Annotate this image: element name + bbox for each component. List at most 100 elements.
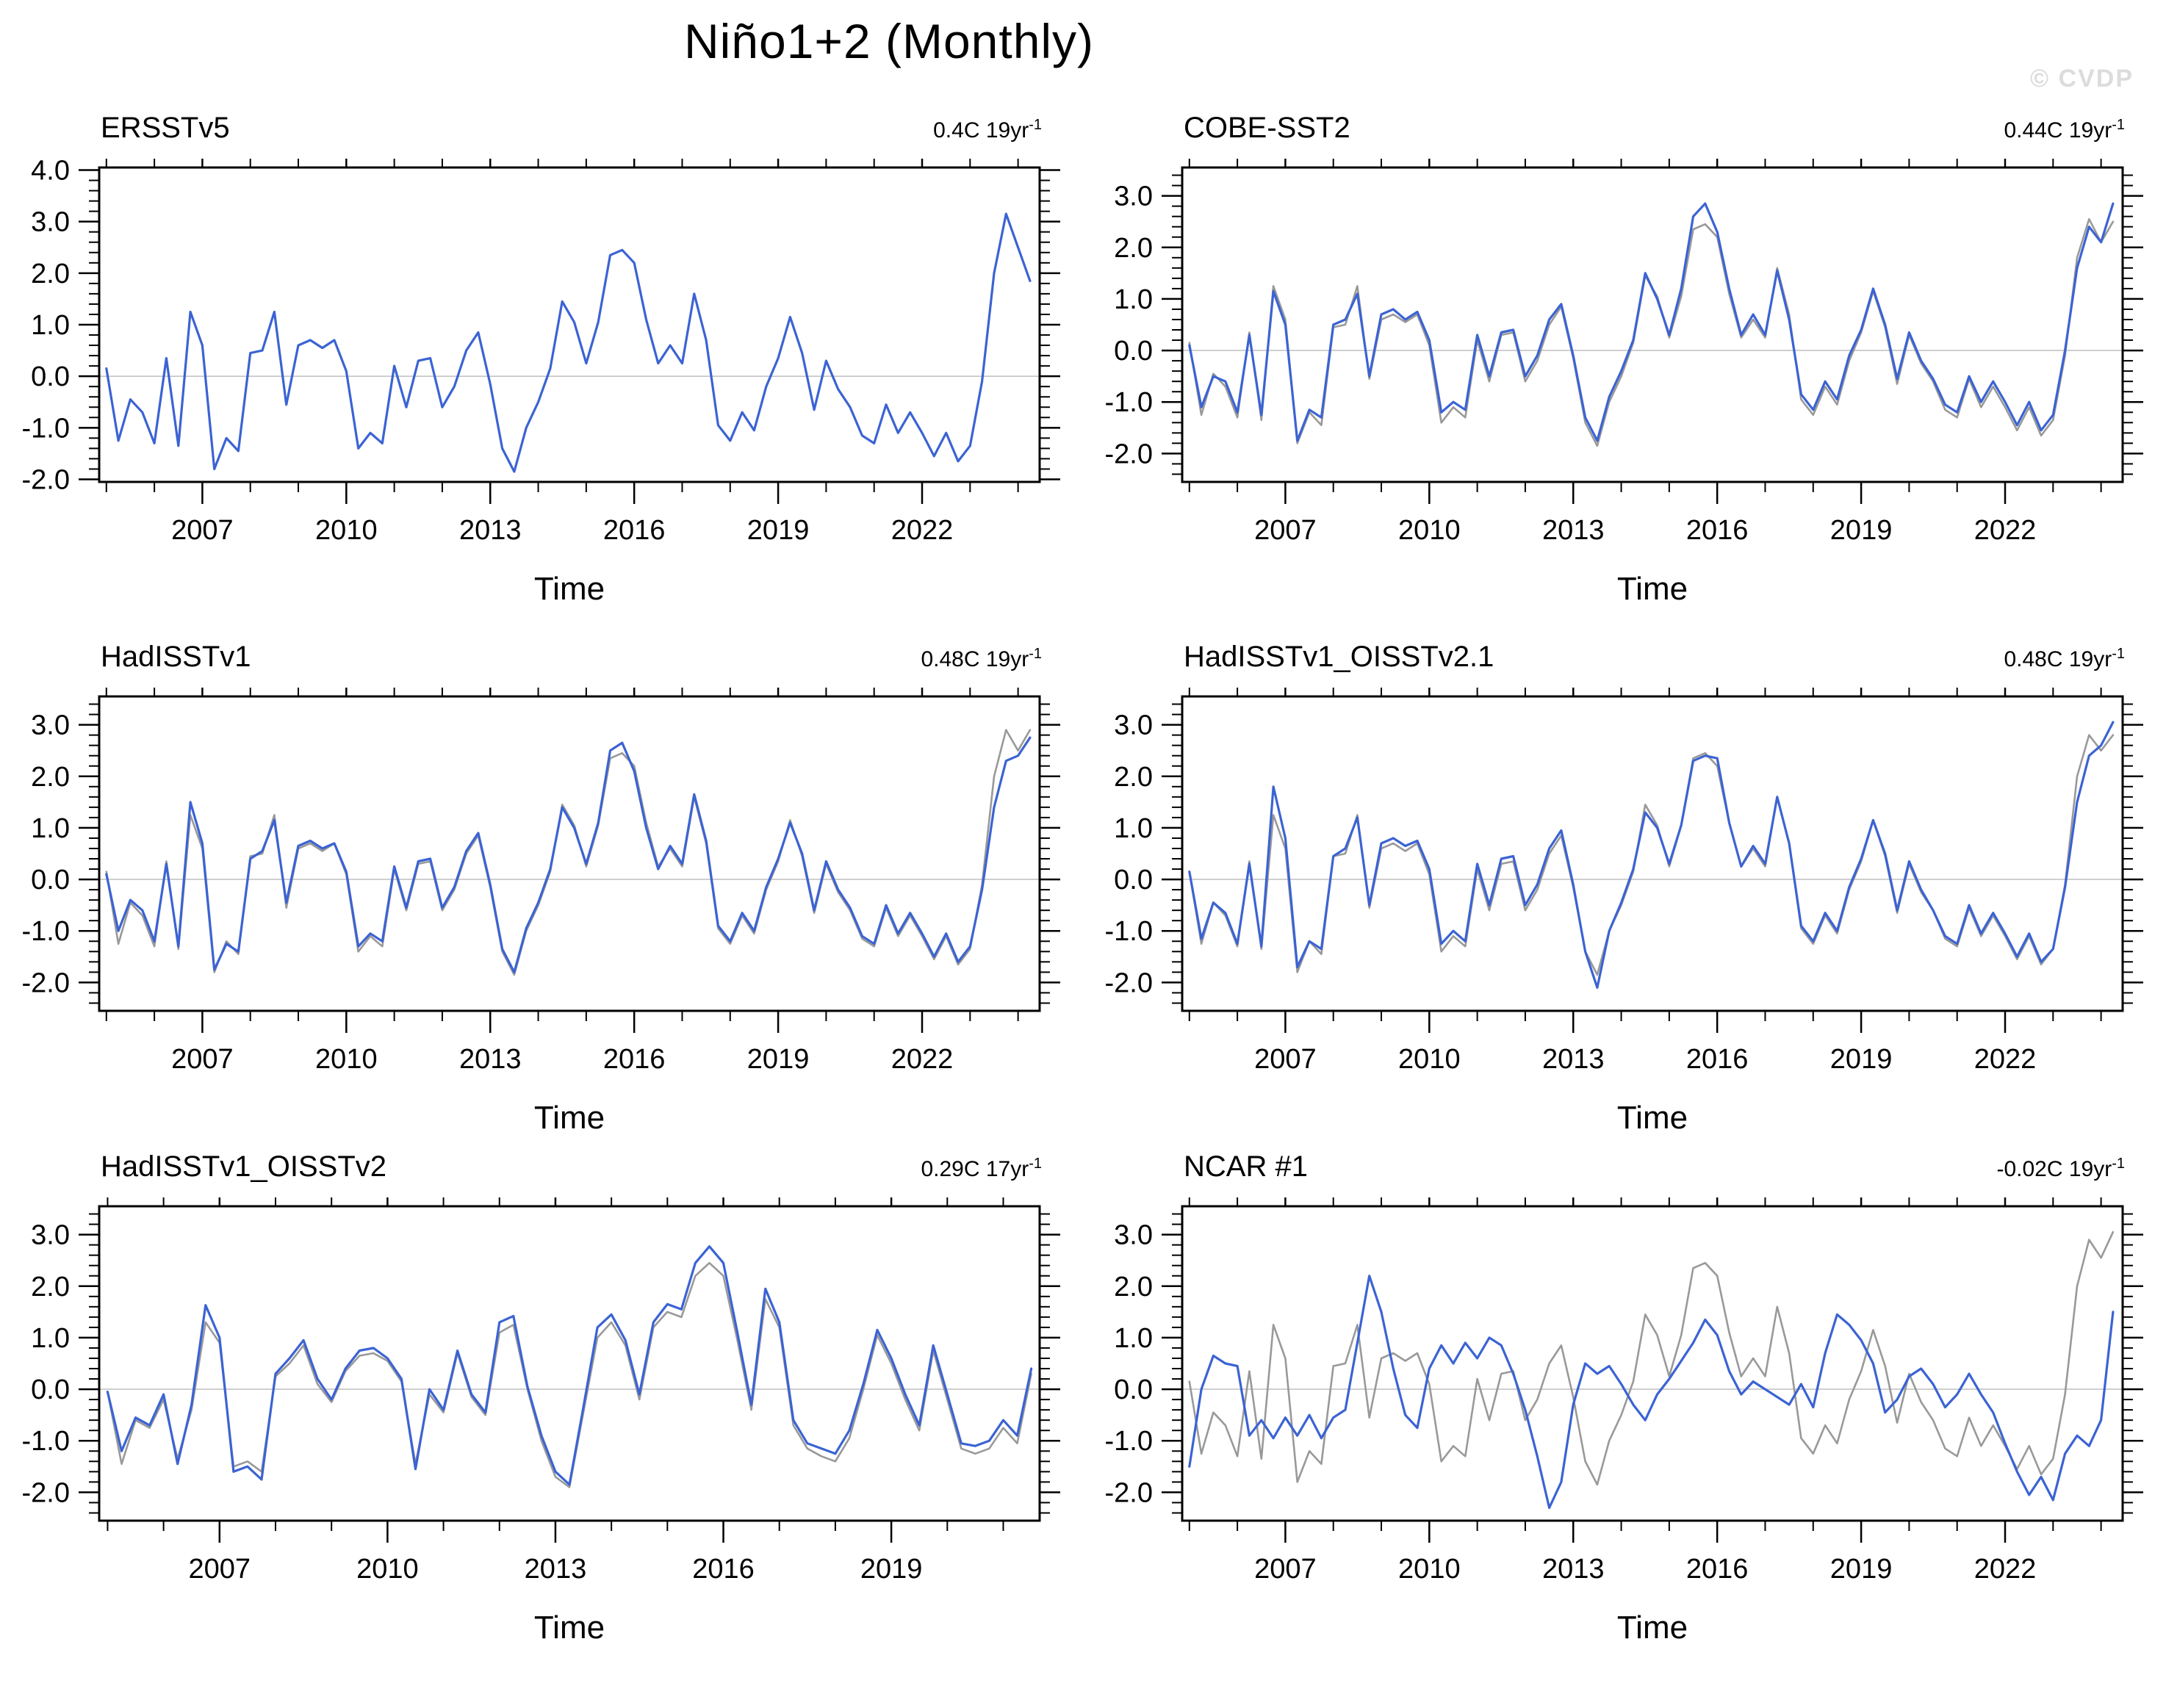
plot-frame — [98, 695, 1041, 1012]
trend-value: -0.02C 19yr — [1996, 1157, 2112, 1181]
series-line-gray — [107, 1261, 1032, 1488]
x-tick-label: 2019 — [747, 1044, 810, 1075]
panel-hadisstv1: HadISSTv1 0.48C 19yr-1 2007 2010 2013 2016 2… — [0, 641, 1083, 1162]
y-tick-label: -1.0 — [22, 1426, 70, 1457]
panel-ersstv5: ERSSTv5 0.4C 19yr-1 2007 2010 2013 2016 2019… — [0, 112, 1083, 633]
y-tick-label: 1.0 — [1114, 1323, 1153, 1354]
series-line-gray — [105, 729, 1032, 976]
y-tick-label: 1.0 — [31, 813, 70, 844]
x-tick-label: 2007 — [171, 515, 234, 546]
timeseries-plot-hadisstv1-oisstv2-1: 2007 2010 2013 2016 2019 2022 -2.0 -1.0 0.0 1.0 2.… — [1105, 688, 2143, 1136]
timeseries-plot-ersstv5: 2007 2010 2013 2016 2019 2022 -2.0 -1.0 0.0 1.0 2.… — [22, 159, 1060, 607]
y-tick-label: 3.0 — [1114, 181, 1153, 212]
panel-header: COBE-SST2 0.44C 19yr-1 — [1184, 112, 2125, 159]
y-tick-label: 3.0 — [1114, 1220, 1153, 1251]
y-tick-label: 2.0 — [1114, 1272, 1153, 1302]
x-tick-label: 2010 — [1398, 515, 1461, 546]
series-line-gray — [1188, 734, 2115, 976]
axis-ticks — [79, 1197, 1060, 1543]
panel-hadisstv1-oisstv2: HadISSTv1_OISSTv2 0.29C 17yr-1 2007 2010 2… — [0, 1150, 1083, 1672]
trend-annotation: 0.44C 19yr-1 — [2004, 117, 2125, 143]
x-axis-title: Time — [534, 1100, 605, 1136]
x-tick-label: 2022 — [1974, 1554, 2037, 1585]
trend-exponent: -1 — [1029, 117, 1042, 133]
y-tick-label: 2.0 — [1114, 762, 1153, 793]
x-tick-label: 2022 — [891, 1044, 954, 1075]
y-tick-label: 2.0 — [1114, 233, 1153, 264]
x-tick-label: 2013 — [1542, 515, 1605, 546]
plot-frame — [98, 1205, 1041, 1522]
trend-exponent: -1 — [2112, 1156, 2125, 1172]
panel-title: NCAR #1 — [1184, 1150, 1308, 1183]
x-tick-label: 2010 — [356, 1554, 419, 1585]
x-tick-label: 2019 — [860, 1554, 923, 1585]
y-tick-label: 2.0 — [31, 762, 70, 793]
trend-exponent: -1 — [2112, 646, 2125, 662]
panel-title: HadISSTv1_OISSTv2.1 — [1184, 641, 1494, 673]
x-axis-title: Time — [534, 571, 605, 607]
figure-title: Niño1+2 (Monthly) — [683, 14, 1095, 68]
x-tick-label: 2019 — [1830, 1044, 1893, 1075]
timeseries-plot-hadisstv1-oisstv2: 2007 2010 2013 2016 2019 -2.0 -1.0 0.0 1.0 2.0 3.0… — [22, 1197, 1060, 1646]
axis-ticks — [1162, 1197, 2143, 1543]
y-tick-label: 3.0 — [1114, 710, 1153, 741]
y-tick-label: -1.0 — [22, 916, 70, 947]
x-tick-label: 2010 — [1398, 1554, 1461, 1585]
trend-value: 0.29C 17yr — [921, 1157, 1029, 1181]
trend-exponent: -1 — [1029, 1156, 1042, 1172]
trend-annotation: 0.29C 17yr-1 — [921, 1156, 1042, 1182]
x-axis-title: Time — [1617, 1610, 1688, 1646]
x-tick-label: 2022 — [1974, 515, 2037, 546]
series-line-blue — [106, 1245, 1033, 1486]
x-tick-label: 2010 — [315, 515, 378, 546]
panel-header: HadISSTv1_OISSTv2 0.29C 17yr-1 — [101, 1150, 1042, 1197]
panel-title: HadISSTv1 — [101, 641, 251, 673]
y-tick-label: 0.0 — [31, 865, 70, 896]
x-tick-label: 2019 — [1830, 1554, 1893, 1585]
x-tick-label: 2013 — [1542, 1554, 1605, 1585]
plot-frame — [1181, 695, 2124, 1012]
x-tick-label: 2013 — [459, 515, 522, 546]
x-tick-label: 2007 — [189, 1554, 251, 1585]
y-tick-label: -2.0 — [1105, 967, 1153, 998]
trend-exponent: -1 — [1029, 646, 1042, 662]
panel-title: ERSSTv5 — [101, 112, 230, 144]
cvdp-watermark: © CVDP — [2030, 65, 2134, 93]
series-line-gray — [1188, 1230, 2115, 1486]
y-tick-label: -1.0 — [1105, 387, 1153, 418]
plot-frame — [1181, 166, 2124, 483]
x-axis-title: Time — [534, 1610, 605, 1646]
y-tick-label: -1.0 — [1105, 916, 1153, 947]
x-axis-title: Time — [1617, 571, 1688, 607]
trend-annotation: 0.4C 19yr-1 — [933, 117, 1042, 143]
panel-ncar-1: NCAR #1 -0.02C 19yr-1 2007 2010 2013 2016 20… — [1083, 1150, 2166, 1672]
y-tick-label: 1.0 — [1114, 813, 1153, 844]
x-tick-label: 2016 — [692, 1554, 755, 1585]
series-line-blue — [1188, 721, 2115, 989]
y-tick-label: -2.0 — [22, 464, 70, 495]
x-tick-label: 2007 — [1254, 1554, 1317, 1585]
x-tick-label: 2007 — [171, 1044, 234, 1075]
axis-ticks — [79, 159, 1060, 504]
timeseries-plot-hadisstv1: 2007 2010 2013 2016 2019 2022 -2.0 -1.0 0.0 1.0 2.… — [22, 688, 1060, 1136]
axis-ticks — [79, 688, 1060, 1033]
x-tick-label: 2016 — [603, 1044, 666, 1075]
trend-annotation: -0.02C 19yr-1 — [1996, 1156, 2125, 1182]
x-tick-label: 2016 — [1686, 515, 1749, 546]
x-tick-label: 2007 — [1254, 515, 1317, 546]
y-tick-label: -2.0 — [22, 1477, 70, 1508]
y-tick-label: 3.0 — [31, 1220, 70, 1251]
trend-annotation: 0.48C 19yr-1 — [2004, 646, 2125, 672]
y-tick-label: -1.0 — [22, 413, 70, 444]
y-tick-label: 1.0 — [31, 310, 70, 341]
y-tick-label: 0.0 — [1114, 336, 1153, 367]
trend-annotation: 0.48C 19yr-1 — [921, 646, 1042, 672]
x-tick-label: 2013 — [525, 1554, 587, 1585]
y-tick-label: 0.0 — [31, 1374, 70, 1405]
y-tick-label: 3.0 — [31, 207, 70, 238]
series-line-blue — [105, 212, 1032, 473]
x-tick-label: 2013 — [459, 1044, 522, 1075]
y-tick-label: -1.0 — [1105, 1426, 1153, 1457]
y-tick-label: 4.0 — [31, 159, 70, 187]
